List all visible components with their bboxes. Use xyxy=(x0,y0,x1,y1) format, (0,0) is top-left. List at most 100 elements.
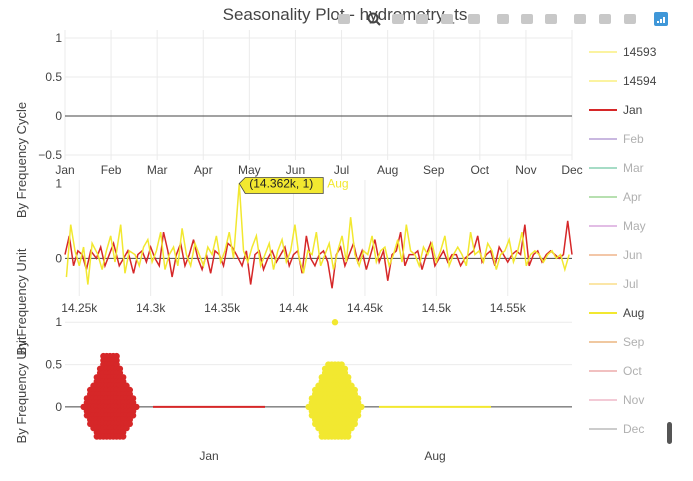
panel-unit: 14.25k 14.3k 14.35k 14.4k 14.45k 14.5k 14.55k 1… xyxy=(55,176,573,315)
legend-item-Jul[interactable]: Jul xyxy=(589,277,638,291)
panel-cycle: Jan Feb Mar Apr May Jun Jul Aug Sep Oct Nov Dec 1 0.5… xyxy=(38,30,583,177)
lasso-icon[interactable] xyxy=(439,11,455,27)
modebar-glyph xyxy=(660,19,662,23)
x-tick-label-cycle: May xyxy=(238,163,261,177)
modebar-glyph xyxy=(599,14,611,24)
hover-closest-icon[interactable] xyxy=(597,11,613,27)
legend-item-Mar[interactable]: Mar xyxy=(589,161,644,175)
x-tick-label-cycle: Mar xyxy=(147,163,168,177)
legend-item-Feb[interactable]: Feb xyxy=(589,132,644,146)
modebar-glyph xyxy=(416,14,428,24)
legend-label: Mar xyxy=(623,161,644,175)
hover-tooltip-series: Aug xyxy=(327,176,348,190)
legend-item-Nov[interactable]: Nov xyxy=(589,393,644,407)
x-tick-label-cycle: Jun xyxy=(286,163,305,177)
legend-label: Feb xyxy=(623,132,644,146)
legend-item-Sep[interactable]: Sep xyxy=(589,335,645,349)
zoom-icon[interactable] xyxy=(366,11,382,27)
x-tick-label-unit: 14.45k xyxy=(347,301,384,315)
spike-lines-icon[interactable] xyxy=(572,11,588,27)
x-tick-label-unit: 14.4k xyxy=(279,301,309,315)
x-tick-label-cycle: Dec xyxy=(561,163,582,177)
legend-item-Aug[interactable]: Aug xyxy=(589,306,644,320)
y-tick-label-cycle: −0.5 xyxy=(38,148,62,162)
modebar-glyph xyxy=(441,14,453,24)
legend-item-Oct[interactable]: Oct xyxy=(589,364,642,378)
pan-icon[interactable] xyxy=(390,11,406,27)
panel-distribution: 1 0.5 0 Jan Aug xyxy=(45,315,572,463)
legend-item-Dec[interactable]: Dec xyxy=(589,422,644,436)
modebar-glyph xyxy=(521,14,533,24)
plotly-logo-icon[interactable] xyxy=(653,11,669,27)
legend: 14593 14594 Jan Feb Mar Apr May Jun Jul Aug Sep Oct… xyxy=(589,45,672,444)
y-tick-label-unit: 0 xyxy=(55,251,62,265)
series-line-Aug xyxy=(65,183,570,285)
legend-label: Jun xyxy=(623,248,642,262)
y-axis-title-cycle: By Frequency Cycle xyxy=(14,102,29,218)
legend-item-Jan[interactable]: Jan xyxy=(589,103,642,117)
autoscale-icon[interactable] xyxy=(519,11,535,27)
legend-label: Jul xyxy=(623,277,638,291)
x-tick-label-unit: 14.25k xyxy=(61,301,98,315)
modebar-glyph xyxy=(663,17,665,23)
hover-tooltip: (14.362k, 1) Aug xyxy=(238,176,349,194)
zoom-in-icon[interactable] xyxy=(466,11,482,27)
legend-label: Jan xyxy=(623,103,642,117)
y-axis-title-unit: By Frequency Unit xyxy=(14,248,29,355)
legend-label: Nov xyxy=(623,393,644,407)
y-tick-label-distribution: 0.5 xyxy=(45,358,62,372)
hover-tooltip-box xyxy=(238,177,324,194)
x-tick-label-cycle: Nov xyxy=(515,163,536,177)
legend-item-14594[interactable]: 14594 xyxy=(589,74,657,88)
data-point-Aug xyxy=(345,433,352,440)
modebar-glyph xyxy=(497,14,509,24)
legend-item-May[interactable]: May xyxy=(589,219,646,233)
y-tick-label-distribution: 0 xyxy=(55,400,62,414)
y-axis-title-distribution: By Frequency Unit xyxy=(14,336,29,443)
y-tick-label-distribution: 1 xyxy=(55,315,62,329)
legend-label: Apr xyxy=(623,190,642,204)
y-tick-label-cycle: 0 xyxy=(55,109,62,123)
y-tick-label-cycle: 0.5 xyxy=(45,70,62,84)
series-line-Jan xyxy=(64,220,573,289)
data-point-Jan xyxy=(120,433,127,440)
hover-tooltip-value: (14.362k, 1) xyxy=(249,176,313,190)
x-tick-label-distribution: Aug xyxy=(424,449,445,463)
home-icon[interactable] xyxy=(543,11,559,27)
camera-icon[interactable] xyxy=(336,11,352,27)
box-select-icon[interactable] xyxy=(414,11,430,27)
x-tick-label-cycle: Jan xyxy=(55,163,74,177)
modebar-glyph xyxy=(624,14,636,24)
y-tick-label-cycle: 1 xyxy=(55,31,62,45)
data-point-Aug xyxy=(331,319,339,326)
modebar-glyph xyxy=(392,14,404,24)
x-tick-label-distribution: Jan xyxy=(199,449,218,463)
hover-compare-icon[interactable] xyxy=(622,11,638,27)
x-tick-label-cycle: Jul xyxy=(334,163,349,177)
modebar-glyph xyxy=(545,14,557,24)
y-tick-label-unit: 1 xyxy=(55,176,62,190)
modebar-glyph xyxy=(574,14,586,24)
x-tick-label-unit: 14.55k xyxy=(490,301,527,315)
zoom-out-icon[interactable] xyxy=(495,11,511,27)
x-tick-label-cycle: Apr xyxy=(194,163,213,177)
legend-scrollbar[interactable] xyxy=(667,422,672,444)
legend-item-Apr[interactable]: Apr xyxy=(589,190,642,204)
x-tick-label-cycle: Sep xyxy=(423,163,445,177)
legend-label: 14594 xyxy=(623,74,657,88)
legend-label: 14593 xyxy=(623,45,657,59)
modebar-glyph xyxy=(375,20,381,26)
legend-label: Oct xyxy=(623,364,642,378)
legend-label: Aug xyxy=(623,306,644,320)
x-tick-label-cycle: Feb xyxy=(101,163,122,177)
x-tick-label-unit: 14.35k xyxy=(204,301,241,315)
x-tick-label-unit: 14.3k xyxy=(136,301,166,315)
modebar xyxy=(336,11,669,27)
x-tick-label-unit: 14.5k xyxy=(422,301,452,315)
legend-item-14593[interactable]: 14593 xyxy=(589,45,657,59)
modebar-glyph xyxy=(367,12,379,24)
legend-item-Jun[interactable]: Jun xyxy=(589,248,642,262)
modebar-glyph xyxy=(468,14,480,24)
modebar-glyph xyxy=(338,14,350,24)
